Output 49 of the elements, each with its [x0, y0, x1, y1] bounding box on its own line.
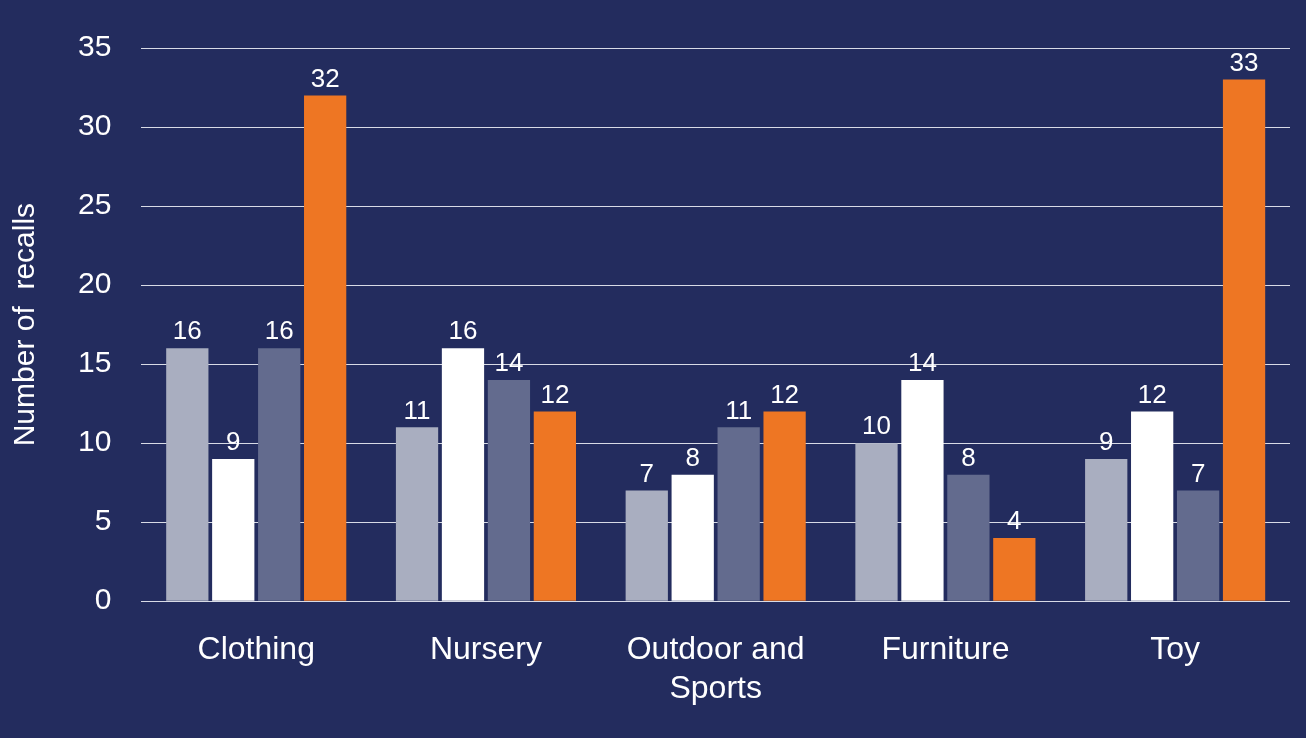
- bar: [763, 411, 806, 601]
- data-label: 33: [1229, 46, 1259, 77]
- data-label: 12: [540, 378, 570, 409]
- y-tick-label: 35: [77, 29, 112, 63]
- x-tick-label: Outdoor and Sports: [626, 630, 805, 705]
- y-tick-label: 5: [94, 503, 112, 537]
- bar: [947, 474, 990, 601]
- bar: [212, 458, 255, 601]
- x-tick-label: Furniture: [881, 630, 1010, 667]
- data-label: 8: [685, 441, 700, 472]
- bar: [441, 348, 485, 601]
- bar: [166, 348, 209, 601]
- bar: [625, 490, 668, 601]
- data-label: 32: [310, 62, 340, 93]
- y-tick-label: 25: [77, 187, 112, 221]
- data-label: 7: [1190, 457, 1206, 488]
- data-label: 16: [448, 315, 478, 346]
- bar: [671, 474, 714, 601]
- data-label: 12: [770, 378, 800, 409]
- data-label: 8: [961, 441, 976, 472]
- bar: [855, 443, 898, 601]
- bar: [258, 348, 301, 601]
- bar: [304, 95, 347, 601]
- bar: [533, 411, 577, 601]
- x-tick-label: Toy: [1150, 630, 1201, 667]
- data-label: 7: [639, 457, 654, 488]
- data-label: 10: [862, 410, 891, 441]
- bar: [1085, 458, 1128, 601]
- y-tick-label: 15: [77, 345, 112, 379]
- bar: [901, 379, 944, 601]
- data-label: 16: [264, 315, 294, 346]
- y-tick-label: 10: [77, 424, 112, 458]
- y-tick-label: 20: [77, 266, 112, 300]
- bar: [1131, 411, 1174, 601]
- bar: [395, 427, 439, 601]
- bar: [487, 379, 531, 601]
- data-label: 11: [403, 394, 431, 425]
- bar: [993, 537, 1036, 601]
- data-label: 12: [1137, 378, 1167, 409]
- bar: [1222, 79, 1266, 601]
- bar: [1176, 490, 1220, 601]
- y-tick-label: 30: [77, 108, 112, 142]
- y-tick-label: 0: [94, 582, 112, 616]
- bar: [717, 427, 760, 601]
- data-label: 11: [725, 394, 753, 425]
- x-tick-label: Clothing: [197, 630, 315, 667]
- y-axis-title: Number of recalls: [7, 202, 41, 447]
- x-tick-label: Nursery: [429, 630, 542, 667]
- data-label: 16: [172, 315, 202, 346]
